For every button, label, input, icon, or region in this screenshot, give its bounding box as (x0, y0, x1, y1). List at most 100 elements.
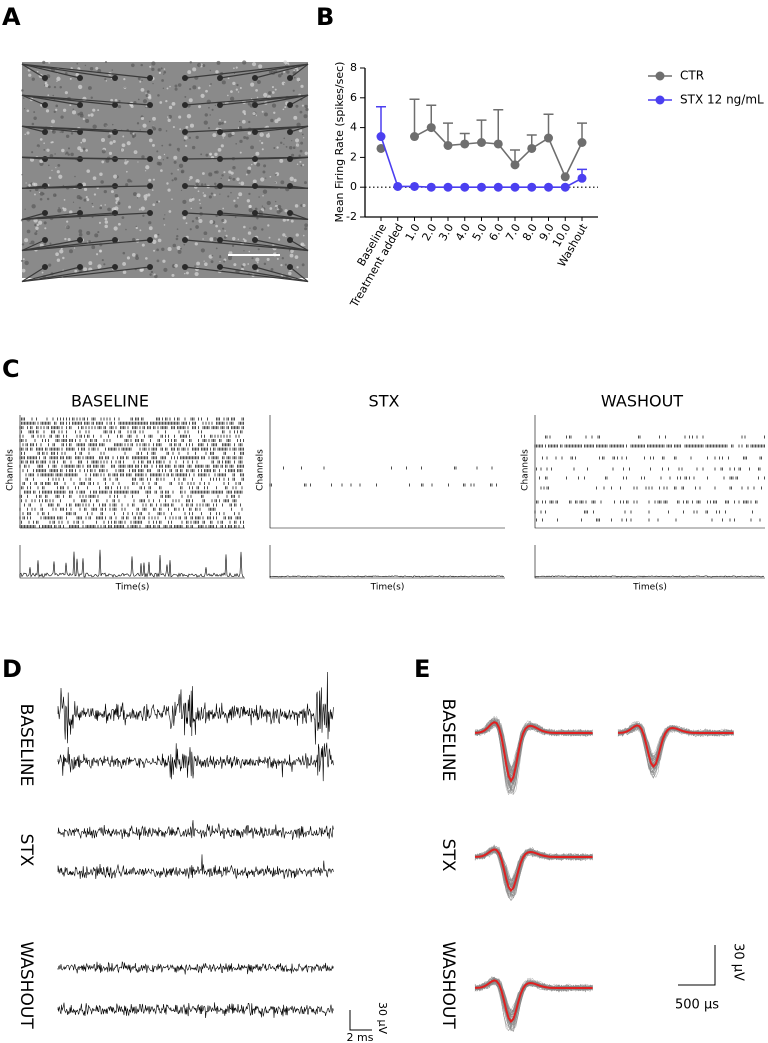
cell (83, 267, 88, 272)
spike-raster-row (22, 443, 243, 447)
cell (35, 230, 38, 233)
data-point (493, 182, 503, 192)
cell (82, 147, 86, 151)
cell (213, 193, 216, 197)
cell (204, 113, 208, 117)
electrode-track (21, 125, 151, 133)
cell (33, 116, 37, 120)
spike-raster-row (536, 467, 761, 471)
cell (255, 257, 260, 262)
cell (127, 178, 131, 183)
cell (221, 121, 224, 125)
electrode-track (21, 212, 151, 221)
cell (156, 200, 159, 204)
spike-rate-trace (269, 575, 505, 578)
cell (23, 97, 25, 99)
cell (241, 119, 246, 124)
electrode-track (289, 156, 309, 160)
cell (292, 146, 296, 150)
cell (162, 87, 165, 90)
cell (145, 165, 150, 170)
scale-label: 2 ms (347, 1031, 374, 1043)
cell (293, 115, 298, 120)
cell (299, 110, 303, 114)
cell (163, 153, 166, 156)
cell (209, 84, 211, 87)
cell (263, 112, 268, 117)
voltage-trace (57, 742, 334, 782)
cell (67, 147, 71, 150)
cell (82, 138, 87, 143)
cell (301, 133, 304, 136)
cell (43, 221, 47, 225)
cell (281, 257, 285, 260)
cell (232, 236, 236, 241)
electrode (42, 156, 48, 162)
cell (243, 135, 247, 139)
cell (236, 177, 240, 181)
cell (239, 139, 243, 144)
cell (158, 200, 161, 203)
electrode-track (184, 266, 309, 283)
cell (283, 60, 288, 64)
electrode (252, 264, 258, 270)
cell (29, 242, 31, 245)
cell (197, 190, 200, 193)
cell (78, 217, 82, 220)
cell (304, 227, 308, 231)
cell (300, 84, 304, 88)
cell (242, 238, 245, 241)
cell (179, 247, 182, 250)
cell (212, 133, 217, 138)
cell (196, 261, 201, 266)
cell (124, 161, 128, 165)
cell (270, 268, 274, 271)
cell (139, 80, 142, 83)
cell (283, 137, 286, 140)
spike-raster-row (19, 426, 244, 430)
electrode-track (21, 63, 116, 79)
cell (163, 68, 166, 70)
cell (189, 228, 192, 231)
electrode (217, 102, 223, 108)
cell (82, 117, 85, 121)
legend-label: CTR (680, 69, 704, 83)
data-point (410, 132, 419, 142)
electrode-track (219, 239, 309, 252)
cell (85, 119, 90, 124)
cell (227, 94, 229, 97)
cell (196, 62, 202, 68)
cell (177, 168, 179, 171)
cell (165, 99, 168, 103)
y-tick-label: 0 (350, 180, 357, 193)
cell (295, 233, 299, 237)
electrode-track (289, 125, 309, 133)
x-tick-label: 3.0 (436, 222, 456, 244)
cell (147, 193, 151, 197)
cell (259, 132, 264, 137)
cell (296, 122, 301, 127)
cell (26, 109, 30, 113)
row-label: BASELINE (438, 699, 458, 782)
cell (294, 138, 300, 143)
cell (252, 226, 257, 231)
cell (263, 92, 268, 98)
electrode (112, 183, 118, 189)
cell (197, 217, 200, 219)
cell (256, 162, 261, 167)
cell (158, 127, 162, 132)
cell (190, 207, 192, 210)
data-point (426, 123, 436, 133)
electrode (287, 237, 293, 243)
cell (219, 119, 221, 121)
cell (120, 148, 124, 152)
cell (195, 182, 199, 186)
cell (92, 124, 97, 129)
cell (248, 192, 251, 196)
cell (80, 141, 83, 144)
cell (166, 156, 169, 160)
cell (198, 219, 203, 224)
cell (79, 113, 84, 118)
raster-x-label: Time(s) (115, 583, 150, 593)
electrode (252, 210, 258, 216)
